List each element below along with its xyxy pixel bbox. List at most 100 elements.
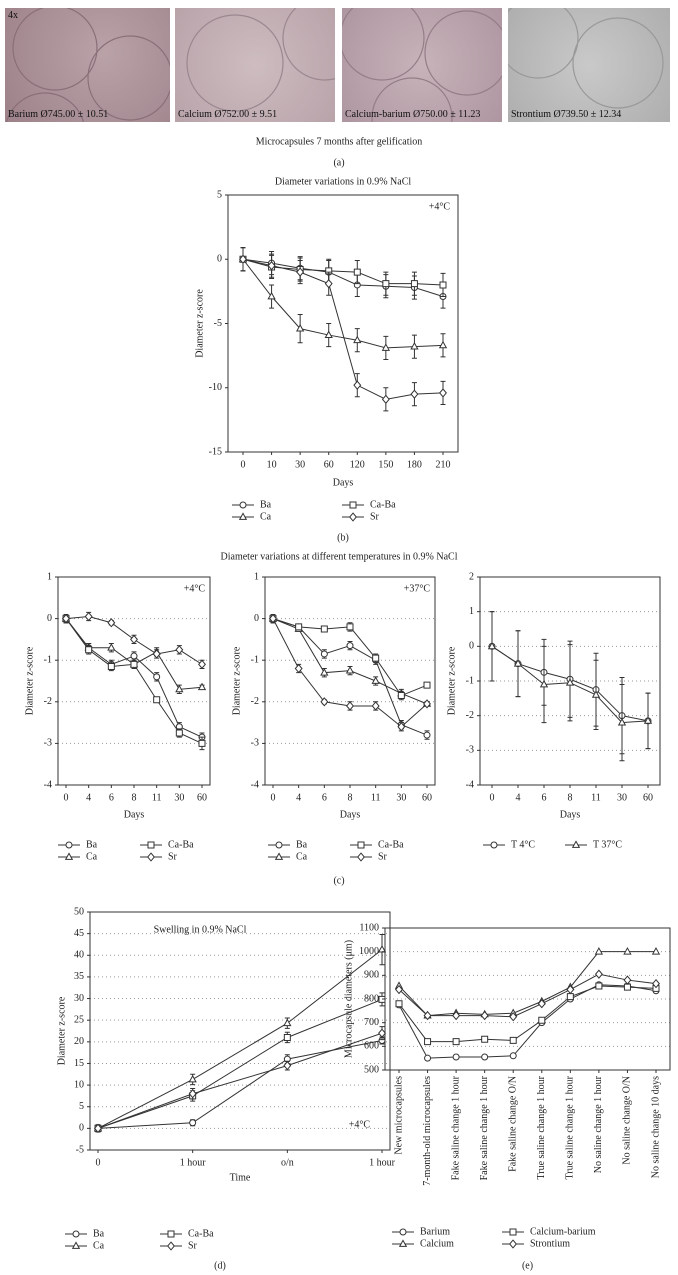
y-tick-label: 0: [79, 1123, 84, 1134]
y-tick-label: -2: [466, 710, 474, 721]
marker: [595, 982, 603, 990]
marker: [423, 699, 431, 709]
series-line: [242, 258, 444, 349]
marker: [623, 983, 631, 991]
marker: [509, 1036, 517, 1044]
x-tick-label: 30: [174, 792, 184, 803]
legend-marker: [64, 852, 74, 860]
legend-marker: [147, 852, 155, 862]
legend-label: Ca: [260, 511, 272, 522]
x-tick-label: 180: [407, 459, 422, 470]
x-axis-label: Days: [340, 809, 361, 820]
x-axis-label: Days: [124, 809, 145, 820]
plot-frame: [227, 194, 459, 453]
photo-label: Calcium Ø752.00 ± 9.51: [178, 109, 278, 120]
legend-label: Sr: [168, 851, 178, 862]
marker: [566, 993, 574, 1001]
legend-marker: [357, 841, 365, 849]
marker: [509, 1052, 517, 1060]
photo-label: Strontium Ø739.50 ± 12.34: [511, 109, 622, 120]
plot-frame: [57, 576, 211, 786]
y-tick-label: 10: [74, 1079, 84, 1090]
marker: [283, 1018, 292, 1027]
marker: [346, 623, 354, 631]
marker: [538, 1016, 546, 1024]
x-tick-label: 4: [516, 792, 521, 803]
marker: [239, 254, 247, 264]
legend-marker: [167, 1230, 175, 1238]
marker: [566, 984, 575, 995]
y-tick-label: -3: [466, 745, 474, 756]
series-line: [242, 258, 444, 286]
x-tick-label: Fake saline change 1 hour: [479, 1075, 490, 1180]
marker: [623, 975, 632, 985]
marker: [487, 641, 497, 650]
y-tick-label: -3: [44, 738, 52, 749]
marker: [320, 697, 329, 707]
y-tick-label: 0: [217, 254, 222, 265]
photo: Calcium Ø752.00 ± 9.51: [175, 8, 335, 122]
marker: [130, 652, 138, 660]
marker: [377, 945, 387, 953]
legend-label: Sr: [188, 1240, 198, 1251]
chart-title: Swelling in 0.9% NaCl: [154, 924, 247, 935]
photo: Calcium-barium Ø750.00 ± 11.23: [342, 8, 502, 122]
marker: [594, 969, 603, 979]
marker: [509, 1012, 518, 1022]
x-tick-label: True saline change 1 hour: [536, 1075, 547, 1179]
marker: [295, 324, 305, 332]
legend-label: Sr: [378, 851, 388, 862]
y-tick-label: 45: [74, 928, 84, 939]
y-tick-label: 40: [74, 950, 84, 961]
series-line: [97, 998, 383, 1129]
marker: [452, 1038, 460, 1046]
marker: [295, 623, 303, 631]
chart-title: Diameter variations in 0.9% NaCl: [275, 176, 412, 187]
x-axis-label: Time: [230, 1172, 251, 1183]
y-tick-label: -1: [466, 675, 474, 686]
legend-label: Ba: [296, 839, 308, 850]
series-line: [97, 949, 383, 1129]
y-tick-label: 0: [254, 613, 259, 624]
marker: [198, 739, 206, 747]
marker: [130, 634, 138, 645]
x-axis-label: Days: [560, 809, 581, 820]
capsules: [186, 8, 335, 112]
marker: [197, 682, 207, 691]
y-tick-label: -2: [251, 696, 259, 707]
y-tick-label: -1: [44, 654, 52, 665]
marker: [107, 662, 115, 670]
capsules: [342, 8, 502, 122]
y-axis-label: Microcapsule diameters (μm): [343, 940, 354, 1058]
legend-label: Ca-Ba: [168, 839, 194, 850]
x-tick-label: 30: [295, 459, 305, 470]
x-tick-label: 30: [396, 792, 406, 803]
panel-label: (c): [333, 875, 344, 886]
marker: [565, 678, 575, 686]
x-tick-label: 8: [132, 792, 137, 803]
x-tick-label: 30: [617, 792, 627, 803]
legend-marker: [509, 1228, 517, 1236]
annotation: +4°C: [349, 1119, 371, 1130]
y-tick-label: 50: [74, 906, 84, 917]
marker: [267, 291, 276, 300]
legend-marker: [72, 1230, 80, 1238]
marker: [320, 668, 329, 676]
x-tick-label: 8: [348, 792, 353, 803]
marker: [84, 611, 93, 622]
y-tick-label: -3: [251, 738, 259, 749]
legend-label: Barium: [420, 1226, 450, 1237]
series-line: [398, 984, 657, 1059]
x-tick-label: 150: [378, 459, 393, 470]
marker: [623, 947, 632, 955]
x-tick-label: o/n: [281, 1157, 294, 1168]
marker: [152, 649, 161, 659]
legend-marker: [71, 1241, 81, 1249]
marker: [537, 999, 546, 1009]
legend-marker: [239, 501, 247, 509]
x-tick-label: 60: [422, 792, 432, 803]
marker: [397, 722, 406, 732]
legend-label: Ca-Ba: [370, 499, 396, 510]
